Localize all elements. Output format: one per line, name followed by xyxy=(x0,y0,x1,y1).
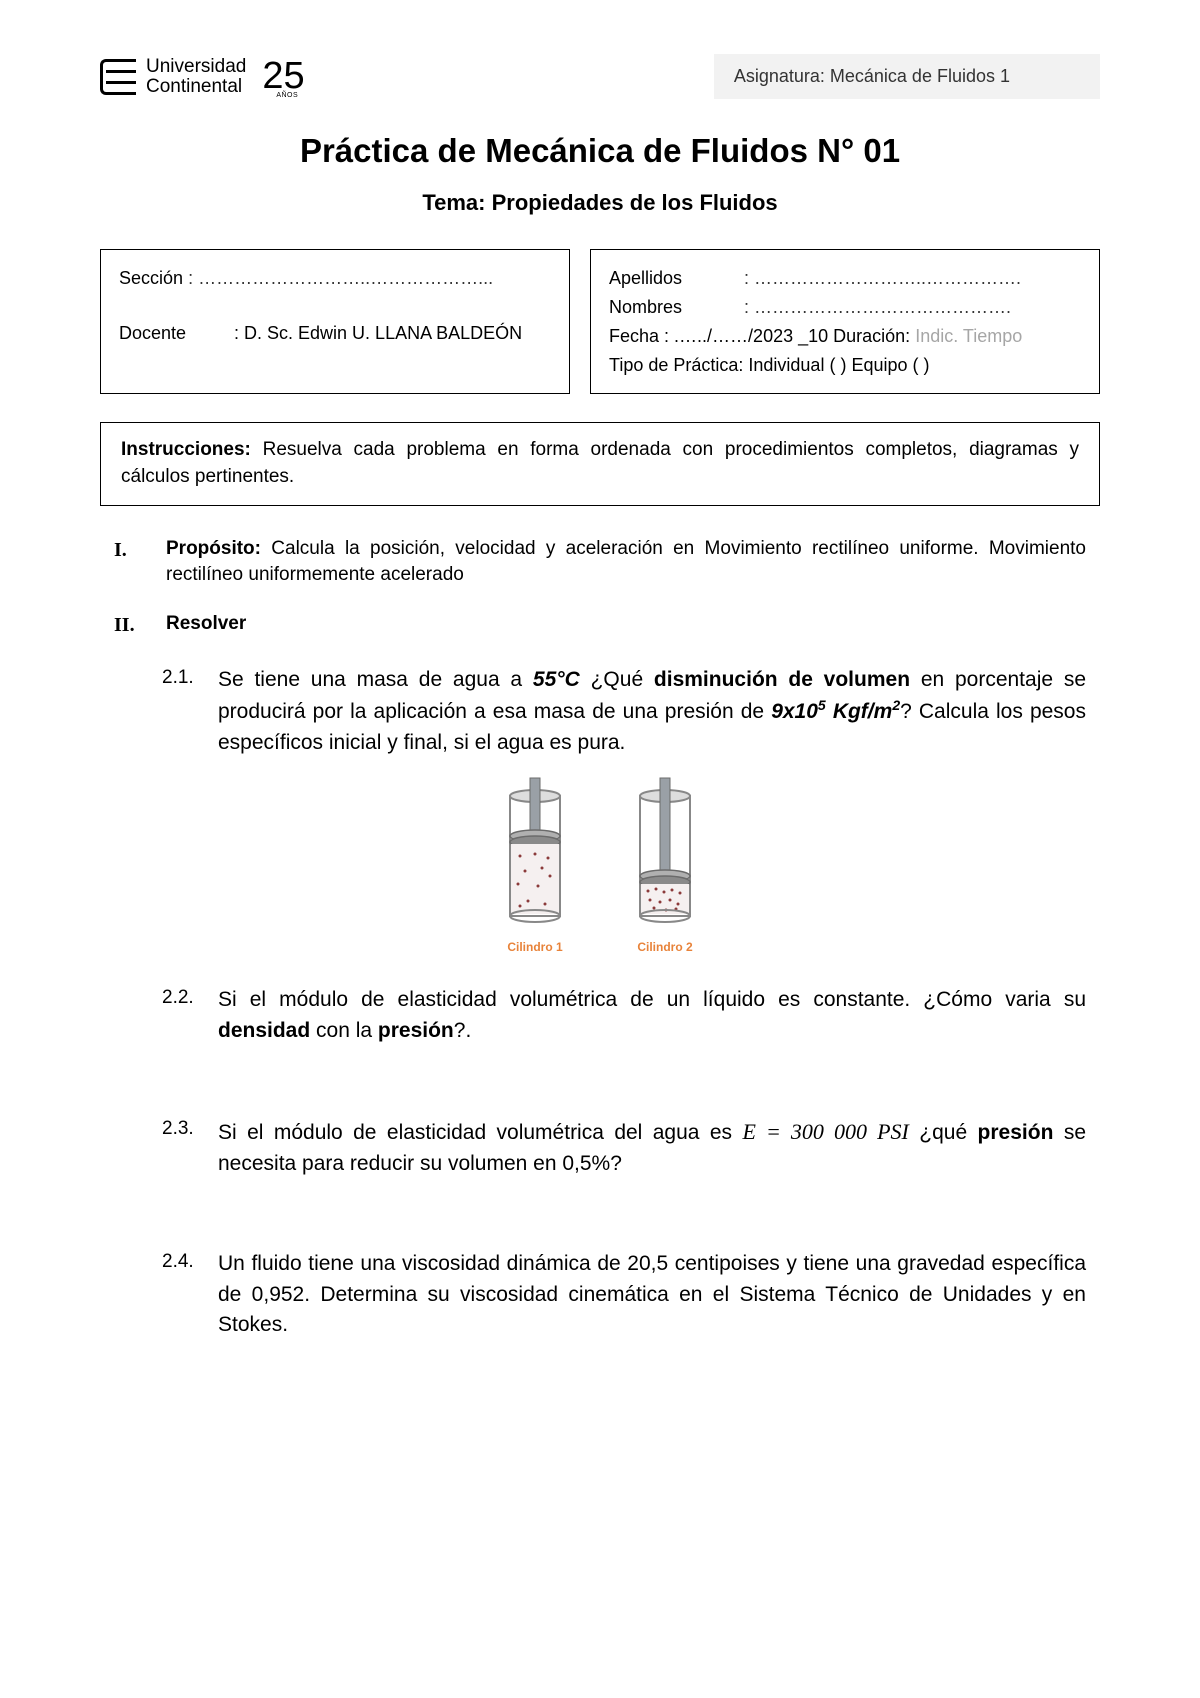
p22-t3: ?. xyxy=(454,1019,472,1042)
section-II-num: II. xyxy=(114,611,150,639)
fecha-row: Fecha : .…../……/2023 _10 Duración: Indic… xyxy=(609,322,1081,351)
cylinder-1-block: Cilindro 1 xyxy=(490,776,580,955)
header: Universidad Continental 25 AÑOS Asignatu… xyxy=(100,50,1100,103)
nombres-label: Nombres xyxy=(609,293,739,322)
problem-2-2-body: Si el módulo de elasticidad volumétrica … xyxy=(218,985,1086,1046)
instructions-text: Resuelva cada problema en forma ordenada… xyxy=(121,439,1079,487)
tipo-row: Tipo de Práctica: Individual ( ) Equipo … xyxy=(609,351,1081,380)
problem-2-4-num: 2.4. xyxy=(162,1249,202,1340)
apellidos-dots: : ………………………..……………. xyxy=(744,268,1021,288)
cylinder-2-icon xyxy=(620,776,710,926)
nombres-dots: : ……………………………………. xyxy=(744,297,1011,317)
cylinder-1-icon xyxy=(490,776,580,926)
info-box-right: Apellidos : ………………………..……………. Nombres : … xyxy=(590,249,1100,394)
fecha-value: : .…../……/2023 _10 Duración: xyxy=(664,326,910,346)
p22-t1: Si el módulo de elasticidad volumétrica … xyxy=(218,988,1086,1011)
p23-t2: ¿qué xyxy=(909,1121,978,1144)
seccion-row: Sección : ………………………..………………... xyxy=(119,264,551,293)
docente-value: : D. Sc. Edwin U. LLANA BALDEÓN xyxy=(234,323,522,343)
duracion-hint: Indic. Tiempo xyxy=(915,326,1022,346)
cylinder-2-label: Cilindro 2 xyxy=(620,939,710,956)
apellidos-label: Apellidos xyxy=(609,264,739,293)
p21-b2: disminución de volumen xyxy=(654,668,910,691)
section-I-text: Calcula la posición, velocidad y acelera… xyxy=(166,538,1086,586)
p21-t2: ¿Qué xyxy=(580,668,654,691)
nombres-row: Nombres : ……………………………………. xyxy=(609,293,1081,322)
page: Universidad Continental 25 AÑOS Asignatu… xyxy=(0,0,1200,1421)
problem-2-3: 2.3. Si el módulo de elasticidad volumét… xyxy=(100,1116,1100,1179)
section-I-body: Propósito: Calcula la posición, velocida… xyxy=(166,536,1086,589)
logo-block: Universidad Continental 25 AÑOS xyxy=(100,50,305,103)
problem-2-4: 2.4. Un fluido tiene una viscosidad diná… xyxy=(100,1249,1100,1340)
p23-eq1: E = 300 000 PSI xyxy=(742,1119,908,1144)
section-I-label: Propósito: xyxy=(166,538,261,559)
problem-2-3-body: Si el módulo de elasticidad volumétrica … xyxy=(218,1116,1086,1179)
p21-t1: Se tiene una masa de agua a xyxy=(218,668,533,691)
docente-label: Docente xyxy=(119,319,229,348)
university-name: Universidad Continental xyxy=(146,57,246,97)
p21-b3unit: Kgf/m xyxy=(826,700,893,723)
info-box-left: Sección : ………………………..………………... Docente :… xyxy=(100,249,570,394)
section-II-label: Resolver xyxy=(166,611,1086,639)
p21-b3sup: 5 xyxy=(818,697,826,713)
cylinder-1-label: Cilindro 1 xyxy=(490,939,580,956)
p23-b1: presión xyxy=(978,1121,1054,1144)
section-resolver: II. Resolver xyxy=(100,611,1100,639)
p23-t1: Si el módulo de elasticidad volumétrica … xyxy=(218,1121,742,1144)
instructions-box: Instrucciones: Resuelva cada problema en… xyxy=(100,422,1100,505)
info-row: Sección : ………………………..………………... Docente :… xyxy=(100,249,1100,394)
fecha-label: Fecha xyxy=(609,326,659,346)
university-line1: Universidad xyxy=(146,57,246,77)
apellidos-row: Apellidos : ………………………..……………. xyxy=(609,264,1081,293)
section-I-num: I. xyxy=(114,536,150,589)
p22-b1: densidad xyxy=(218,1019,310,1042)
problem-2-2-num: 2.2. xyxy=(162,985,202,1046)
seccion-label: Sección xyxy=(119,268,183,288)
theme-title: Tema: Propiedades de los Fluidos xyxy=(100,188,1100,219)
main-title: Práctica de Mecánica de Fluidos N° 01 xyxy=(100,128,1100,174)
p22-t2: con la xyxy=(310,1019,378,1042)
problem-2-3-num: 2.3. xyxy=(162,1116,202,1179)
cylinder-2-block: Cilindro 2 xyxy=(620,776,710,955)
p24-t1: Un fluido tiene una viscosidad dinámica … xyxy=(218,1252,1086,1336)
logo-stripes-icon xyxy=(100,59,136,95)
seccion-dots: : ………………………..………………... xyxy=(188,268,493,288)
problem-2-1-num: 2.1. xyxy=(162,665,202,758)
problem-2-4-body: Un fluido tiene una viscosidad dinámica … xyxy=(218,1249,1086,1340)
anniversary-logo: 25 AÑOS xyxy=(262,50,304,103)
anniversary-sub: AÑOS xyxy=(276,91,298,101)
p21-b3sup2: 2 xyxy=(892,697,900,713)
p21-b3: 9x10 xyxy=(771,700,818,723)
cylinder-diagram: Cilindro 1 Cilindro 2 xyxy=(100,776,1100,955)
problem-2-1: 2.1. Se tiene una masa de agua a 55°C ¿Q… xyxy=(100,665,1100,758)
p21-b1: 55°C xyxy=(533,668,580,691)
p22-b2: presión xyxy=(378,1019,454,1042)
instructions-label: Instrucciones: xyxy=(121,439,251,460)
problem-2-1-body: Se tiene una masa de agua a 55°C ¿Qué di… xyxy=(218,665,1086,758)
docente-row: Docente : D. Sc. Edwin U. LLANA BALDEÓN xyxy=(119,319,551,348)
university-line2: Continental xyxy=(146,77,246,97)
problem-2-2: 2.2. Si el módulo de elasticidad volumét… xyxy=(100,985,1100,1046)
subject-bar: Asignatura: Mecánica de Fluidos 1 xyxy=(714,54,1100,99)
section-proposito: I. Propósito: Calcula la posición, veloc… xyxy=(100,536,1100,589)
